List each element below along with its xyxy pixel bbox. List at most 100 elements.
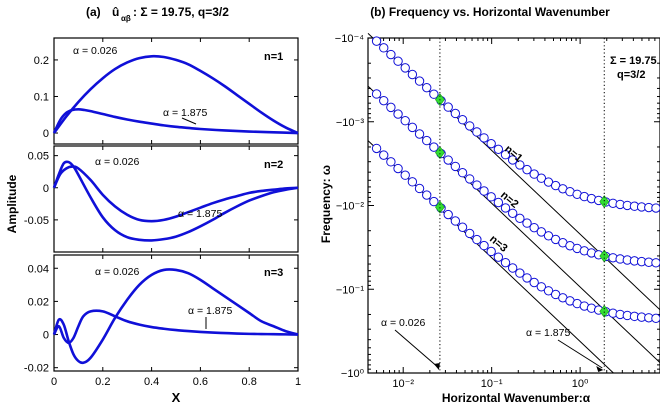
point-n=3 xyxy=(515,268,525,278)
panel-a-subscript: αβ xyxy=(121,14,131,23)
point-n=1 xyxy=(464,121,475,131)
pointer-n1-1875 xyxy=(181,117,197,125)
point-n=1 xyxy=(536,173,547,183)
point-n=3 xyxy=(400,170,410,180)
point-n=3 xyxy=(500,257,511,268)
ytick-label: −10⁻¹ xyxy=(336,284,364,296)
subplot-n2: -0.05 0 0.05 n=2 α = 0.026 α = 1.875 xyxy=(24,145,299,253)
panel-b-xlabel: Horizontal Wavenumber:α xyxy=(442,391,591,405)
point-n=1 xyxy=(515,160,525,170)
point-n=1 xyxy=(507,155,518,165)
panel-b-ylabel: Frequency: ω xyxy=(319,165,333,243)
point-n=2 xyxy=(472,180,482,190)
legend-n3-alpha-0026: α = 0.026 xyxy=(95,266,139,278)
point-n=3 xyxy=(422,190,432,200)
subplot-n3-ticks: -0.02 0 0.02 0.04 xyxy=(24,255,299,375)
subplot-n2-frame xyxy=(53,145,299,253)
subplot-n3-frame xyxy=(53,254,299,372)
xtick-label: 0 xyxy=(51,376,57,388)
ytick-label: 0 xyxy=(43,183,49,195)
xtick-label: 0.8 xyxy=(242,376,257,388)
point-n=3 xyxy=(507,263,518,273)
point-n=2 xyxy=(379,95,389,106)
point-n=3 xyxy=(472,234,482,245)
panel-a-ylabel: Amplitude xyxy=(5,174,19,233)
panel-b-title: (b) Frequency vs. Horizontal Wavenumber xyxy=(370,5,610,19)
point-n=1 xyxy=(479,133,489,143)
point-n=3 xyxy=(393,163,403,174)
arrowhead-1875 xyxy=(596,366,604,372)
point-n=2 xyxy=(371,89,382,99)
point-n=1 xyxy=(393,56,403,66)
annotation-q: q=3/2 xyxy=(617,69,645,81)
point-n=3 xyxy=(457,222,468,232)
point-n=1 xyxy=(414,76,425,86)
point-n=1 xyxy=(443,102,453,112)
highlight-n=2 xyxy=(435,146,445,160)
point-n=1 xyxy=(422,82,432,93)
ytick-label: -0.02 xyxy=(24,363,49,375)
point-n=3 xyxy=(443,209,453,220)
point-n=3 xyxy=(493,252,504,262)
curve-n3-alpha-1875 xyxy=(52,309,299,345)
curve-n2-alpha-1875 xyxy=(52,160,299,242)
ytick-label: 0.04 xyxy=(28,263,49,275)
xtick-label: 1 xyxy=(295,376,301,388)
panel-b-ticks: −10⁻⁴ −10⁻³ −10⁻² −10⁻¹ −10⁰ 10⁻² 10⁻¹ 10⁰ xyxy=(335,33,660,390)
point-n=2 xyxy=(486,192,496,202)
panel-a-u-hat: û xyxy=(112,5,119,19)
point-n=1 xyxy=(407,69,418,80)
panel-b-vertical-markers xyxy=(394,38,605,373)
point-n=1 xyxy=(486,138,496,149)
panel-a-title: (a) û αβ : Σ = 19.75, q=3/2 xyxy=(86,5,229,23)
xtick-label: 10⁻¹ xyxy=(481,378,503,390)
point-n=3 xyxy=(429,196,439,207)
panel-a-label: (a) xyxy=(86,5,101,19)
point-n=1 xyxy=(522,164,532,175)
point-n=2 xyxy=(457,168,468,178)
point-n=2 xyxy=(500,203,511,213)
marker-label-1875: α = 1.875 xyxy=(526,327,570,339)
panel-a-params: : Σ = 19.75, q=3/2 xyxy=(133,5,229,19)
point-n=1 xyxy=(493,144,504,155)
point-n=2 xyxy=(479,186,489,196)
point-n=1 xyxy=(457,115,468,125)
ytick-label: 0.05 xyxy=(28,151,49,163)
curve-n1-alpha-0026 xyxy=(52,54,299,135)
curve-n3-alpha-0026 xyxy=(52,268,299,365)
point-n=1 xyxy=(400,63,410,73)
ytick-label: 0.02 xyxy=(28,296,49,308)
point-n=2 xyxy=(414,129,425,139)
mode-label-n3: n=3 xyxy=(264,267,283,279)
point-n=2 xyxy=(450,161,461,172)
point-n=3 xyxy=(536,282,547,292)
point-n=3 xyxy=(651,313,660,324)
point-n=2 xyxy=(422,135,432,146)
highlight-n=3 xyxy=(599,304,610,318)
xtick-label: 10⁰ xyxy=(572,378,589,390)
highlight-n=3 xyxy=(435,200,445,214)
point-n=1 xyxy=(472,127,482,137)
point-n=1 xyxy=(379,43,389,53)
legend-n3-alpha-1875: α = 1.875 xyxy=(188,305,232,317)
curve-n1-alpha-1875 xyxy=(52,107,299,135)
point-n=3 xyxy=(464,228,475,239)
point-n=3 xyxy=(486,246,496,257)
point-n=3 xyxy=(414,183,425,194)
subplot-n3: -0.02 0 0.02 0.04 n=3 α = 0.026 α = 1.875 xyxy=(24,254,299,375)
point-n=3 xyxy=(522,273,532,283)
xtick-label: 0.6 xyxy=(193,376,208,388)
ytick-label: 0.2 xyxy=(34,55,49,67)
legend-n1-alpha-0026: α = 0.026 xyxy=(73,45,117,57)
subplot-n2-ticks: -0.05 0 0.05 xyxy=(24,146,299,252)
point-n=2 xyxy=(507,208,518,218)
arrowhead-0026 xyxy=(433,363,440,370)
point-n=2 xyxy=(407,122,418,133)
point-n=3 xyxy=(379,150,389,160)
annotation-sigma: Σ = 19.75 xyxy=(610,55,657,67)
subplot-n1-frame xyxy=(53,37,299,145)
arrow-0026 xyxy=(394,329,440,369)
point-n=3 xyxy=(543,286,554,296)
panel-b-points xyxy=(371,36,660,324)
